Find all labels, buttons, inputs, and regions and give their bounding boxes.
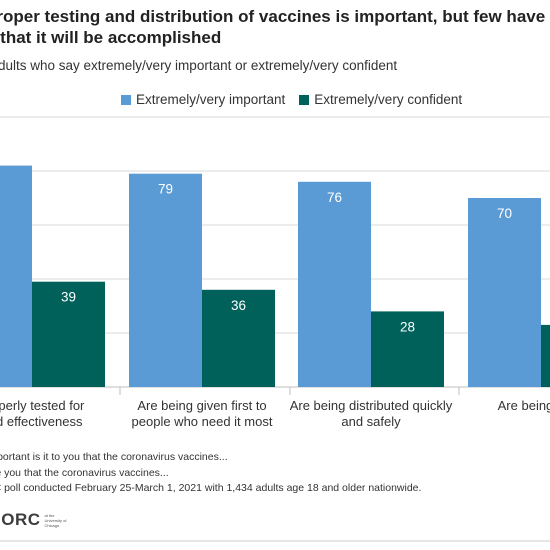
data-label: 79 — [158, 182, 173, 197]
legend-swatch-confident — [299, 94, 310, 105]
category-label: and safely — [341, 414, 401, 429]
bar-confident — [541, 324, 550, 387]
bar-confident — [32, 281, 105, 387]
data-label: 70 — [497, 206, 512, 221]
note-question-confident: are you that the coronavirus vaccines... — [0, 466, 169, 479]
bar-important — [129, 173, 202, 387]
data-label: 76 — [327, 190, 342, 205]
category-label: properly tested for — [0, 398, 85, 413]
footer-rule — [0, 540, 550, 542]
note-source: RC poll conducted February 25-March 1, 2… — [0, 482, 422, 494]
chart-title-line-2: e that it will be accomplished — [0, 28, 222, 47]
category-label: Are being distributed quickly — [290, 398, 453, 413]
legend-item-confident: Extremely/very confident — [299, 92, 462, 107]
bar-chart: 239properly tested forand effectiveness7… — [0, 116, 550, 429]
note-question-important: important is it to you that the coronavi… — [0, 451, 228, 463]
chart-title-line-1: proper testing and distribution of vacci… — [0, 7, 546, 26]
chart-notes: important is it to you that the coronavi… — [0, 450, 421, 497]
logo-subtext: at the University of Chicago — [44, 512, 67, 528]
data-label: 28 — [400, 319, 415, 334]
chart-subtitle: dults who say extremely/very important o… — [0, 58, 398, 73]
legend-item-important: Extremely/very important — [121, 92, 285, 107]
category-label: Are being given first to — [137, 398, 266, 413]
category-label: people who need it most — [132, 414, 273, 429]
legend-label-important: Extremely/very important — [136, 92, 286, 107]
bar-important — [298, 181, 371, 387]
bar-important — [468, 198, 541, 387]
category-label: Are being distri — [498, 398, 550, 413]
chart-title: proper testing and distribution of vacci… — [0, 6, 550, 48]
logo-text: IORC — [0, 510, 41, 529]
legend-swatch-important — [121, 94, 131, 105]
data-label: 39 — [61, 290, 76, 305]
data-label: 36 — [231, 298, 246, 313]
chart-legend: Extremely/very important Extremely/very … — [121, 92, 476, 107]
legend-label-confident: Extremely/very confident — [314, 92, 463, 107]
bar-important — [0, 165, 32, 387]
bar-confident — [371, 311, 444, 387]
norc-logo: IORC at the University of Chicago — [0, 510, 71, 530]
bar-confident — [202, 289, 275, 387]
category-label: and effectiveness — [0, 414, 83, 429]
